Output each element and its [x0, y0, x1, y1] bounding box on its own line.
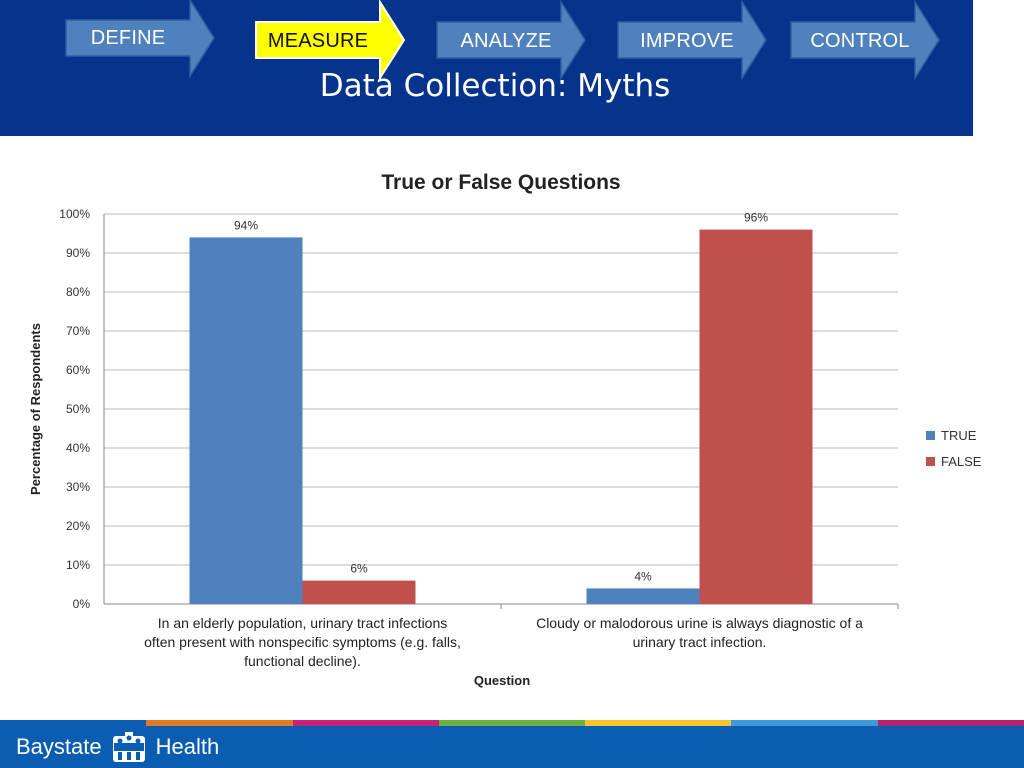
step-arrow-shape [790, 0, 940, 81]
footer-stripe [585, 720, 732, 726]
bar-false [302, 580, 416, 604]
y-tick-label: 30% [66, 480, 90, 494]
y-tick-label: 10% [66, 558, 90, 572]
brand-name-right: Health [155, 734, 220, 759]
footer-stripe [877, 720, 1024, 726]
step-arrow-shape [65, 0, 215, 79]
footer-stripe [292, 720, 439, 726]
bar-true [586, 588, 700, 604]
step-measure[interactable]: MEASURE [255, 0, 406, 82]
x-category-label: Cloudy or malodorous urine is always dia… [536, 615, 863, 631]
y-tick-label: 60% [66, 363, 90, 377]
x-axis-title: Question [474, 673, 530, 688]
step-arrow-shape [255, 0, 406, 82]
data-label: 4% [634, 569, 652, 583]
data-label: 94% [234, 218, 258, 232]
data-label: 6% [350, 562, 368, 576]
step-arrow-shape [617, 0, 767, 81]
step-analyze[interactable]: ANALYZE [436, 0, 587, 81]
legend-label-true: TRUE [941, 428, 977, 443]
header-bar: DEFINE MEASURE ANALYZE IMPROVE CONTROL D… [0, 0, 973, 136]
y-tick-label: 0% [73, 597, 91, 611]
footer-bar: Baystate Health [0, 726, 1024, 768]
footer-stripe [146, 720, 293, 726]
footer-stripe [731, 720, 878, 726]
bar-chart: True or False Questions 0% 10% 20% 30% 40% 50%… [28, 171, 982, 688]
page-title: Data Collection: Myths [319, 68, 671, 104]
y-axis-title: Percentage of Respondents [28, 323, 43, 495]
footer-color-stripes [0, 720, 1024, 726]
x-category-label: In an elderly population, urinary tract … [158, 615, 448, 631]
footer-stripe [438, 720, 586, 726]
step-label: MEASURE [267, 29, 369, 52]
y-tick-label: 70% [66, 324, 90, 338]
y-tick-label: 40% [66, 441, 90, 455]
step-label: DEFINE [90, 26, 166, 49]
y-tick-label: 50% [66, 402, 90, 416]
brand-name-left: Baystate [16, 734, 102, 759]
y-tick-label: 20% [66, 519, 90, 533]
legend-swatch-false [926, 457, 935, 466]
step-arrow-shape [436, 0, 586, 81]
x-category-label: often present with nonspecific symptoms … [144, 634, 461, 650]
step-label: IMPROVE [640, 29, 734, 52]
brand-logo[interactable]: Baystate Health [16, 726, 219, 768]
footer-stripe [0, 720, 147, 726]
family-logo-icon [112, 732, 145, 762]
step-control[interactable]: CONTROL [790, 0, 941, 81]
step-label: ANALYZE [460, 29, 552, 52]
step-define[interactable]: DEFINE [65, 0, 216, 80]
data-label: 96% [744, 211, 768, 225]
y-tick-label: 100% [59, 207, 90, 221]
y-tick-label: 80% [66, 285, 90, 299]
step-improve[interactable]: IMPROVE [617, 0, 768, 81]
y-tick-label: 90% [66, 246, 90, 260]
x-category-label: urinary tract infection. [633, 634, 767, 650]
bar-true [189, 237, 303, 604]
legend-label-false: FALSE [941, 454, 982, 469]
step-label: CONTROL [810, 29, 910, 52]
chart-title: True or False Questions [381, 171, 620, 194]
legend-swatch-true [926, 431, 935, 440]
bar-false [699, 229, 813, 604]
x-category-label: functional decline). [244, 653, 361, 669]
